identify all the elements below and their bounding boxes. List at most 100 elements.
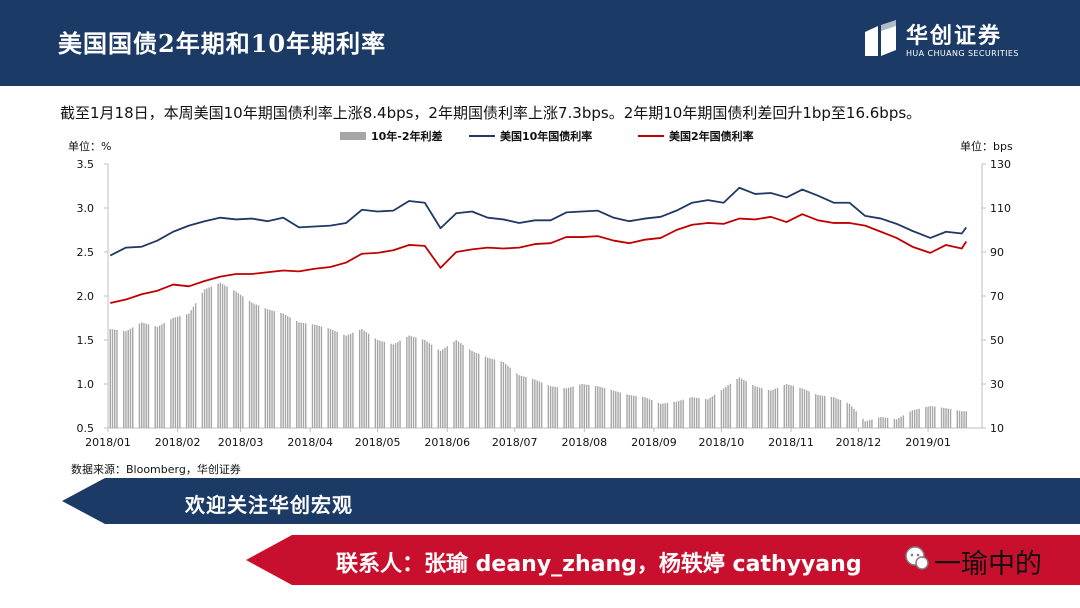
spread-bar (489, 358, 491, 428)
spread-bar (916, 409, 918, 428)
spread-bar (457, 341, 460, 428)
spread-bar (837, 399, 839, 428)
spread-bar (127, 329, 129, 428)
spread-bar (217, 283, 219, 428)
spread-bar (273, 311, 275, 428)
spread-bar (282, 313, 284, 428)
spread-bar (237, 293, 240, 428)
spread-bar (271, 310, 273, 428)
spread-bar (347, 334, 350, 428)
contact-banner (246, 535, 1080, 585)
spread-bar (170, 319, 172, 428)
spread-bar (125, 331, 127, 428)
spread-bar (662, 403, 664, 428)
spread-bar (408, 335, 410, 428)
spread-bar (738, 377, 741, 428)
spread-bar (522, 376, 525, 428)
chart-summary-text: 截至1月18日，本周美国10年期国债利率上涨8.4bps，2年期国债利率上涨7.… (60, 104, 922, 122)
spread-bar (394, 343, 397, 428)
spread-bar (693, 397, 696, 428)
spread-bar (934, 406, 936, 428)
spread-bar (185, 314, 188, 428)
spread-bar (761, 388, 763, 428)
spread-bar (635, 395, 637, 428)
spread-bar (287, 316, 289, 428)
spread-bar (129, 328, 132, 428)
spread-bar (363, 330, 365, 428)
spread-bar (352, 332, 354, 428)
spread-bar (349, 333, 352, 428)
spread-bar (520, 375, 523, 428)
spread-bar (314, 324, 316, 428)
spread-bar (442, 349, 444, 428)
legend-label: 美国2年国债利率 (669, 129, 754, 143)
spread-bar (704, 399, 707, 428)
spread-bar (833, 397, 835, 428)
spread-bar (722, 388, 725, 428)
spread-bar (556, 387, 559, 428)
spread-bar (931, 406, 934, 428)
spread-bar (311, 324, 314, 428)
spread-bar (264, 308, 266, 428)
spread-bar (233, 290, 235, 428)
spread-bar (516, 373, 518, 428)
spread-bar (698, 398, 700, 428)
rate-lines (109, 186, 968, 304)
left-tick-label: 2.0 (77, 290, 95, 303)
spread-bar (783, 384, 785, 428)
legend-label: 10年-2年利差 (371, 129, 443, 143)
spread-bar (902, 415, 905, 428)
spread-bar (799, 387, 801, 428)
spread-bar (174, 317, 177, 428)
x-tick-label: 2018/11 (768, 436, 814, 449)
spread-bar (884, 417, 887, 428)
spread-bar (188, 313, 190, 428)
spread-bar (381, 341, 383, 428)
spread-bar (176, 316, 179, 428)
right-axis-ticks: 130 110 90 70 50 30 10 (982, 158, 1011, 435)
spread-bar (767, 389, 770, 428)
left-tick-label: 3.0 (77, 202, 95, 215)
spread-bar (399, 340, 401, 428)
spread-bar (839, 400, 842, 428)
spread-bar (280, 312, 282, 428)
spread-bar (866, 420, 869, 428)
company-logo: 华创证券 HUA CHUANG SECURITIES (862, 18, 1062, 68)
spread-bar (224, 285, 226, 428)
spread-bar (963, 411, 965, 428)
spread-bar (642, 396, 644, 428)
data-source: 数据来源：Bloomberg，华创证券 (71, 463, 241, 476)
spread-bar (320, 326, 323, 428)
spread-bar (475, 352, 478, 428)
logo-mark-icon (865, 20, 896, 56)
spread-bar (392, 344, 395, 428)
spread-bar (251, 302, 253, 428)
spread-bar (116, 329, 118, 428)
spread-bar (691, 397, 693, 428)
spread-bar (132, 327, 134, 428)
spread-bar (927, 406, 929, 428)
spread-bar (961, 411, 963, 428)
spread-bar (628, 395, 630, 428)
spread-bar (446, 346, 448, 428)
logo-name-en: HUA CHUANG SECURITIES (906, 49, 1019, 58)
x-tick-label: 2018/04 (287, 436, 333, 449)
spread-bar (657, 402, 660, 428)
spread-bar (689, 397, 691, 428)
spread-bar (397, 341, 399, 428)
spread-bar (790, 385, 792, 428)
spread-bar (460, 343, 462, 428)
x-tick-label: 2018/02 (155, 436, 201, 449)
follow-banner-text: 欢迎关注华创宏观 (185, 493, 353, 517)
x-tick-label: 2018/12 (836, 436, 882, 449)
spread-bar (437, 349, 439, 428)
spread-bar (572, 386, 574, 428)
spread-bar (850, 406, 853, 428)
spread-bar (949, 409, 952, 428)
spread-bar (428, 343, 430, 428)
spread-bar (911, 410, 914, 428)
spread-bar (478, 353, 480, 428)
spread-bar (507, 365, 509, 428)
spread-bar (201, 292, 204, 428)
spread-bar (509, 367, 511, 428)
